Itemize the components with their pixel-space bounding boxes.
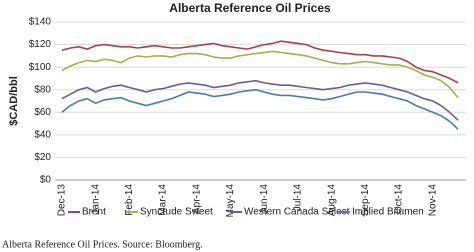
y-tick-label: $100 [29, 62, 52, 73]
y-axis-label: $CAD/bbl [8, 76, 20, 126]
series-line [61, 50, 459, 99]
x-tick-label: Mar-14 [158, 184, 169, 216]
x-tick-label: Nov-14 [427, 184, 438, 217]
legend-label: Western Canada Select [244, 207, 350, 218]
x-tick-label: Feb-14 [124, 184, 135, 216]
x-tick-label: Apr-14 [191, 184, 202, 214]
series-line [61, 40, 459, 84]
legend-label: Implied Bitumen [352, 207, 424, 218]
x-tick-label: Aug-14 [326, 184, 337, 217]
x-tick-label: Oct-14 [394, 184, 405, 214]
chart-title: Alberta Reference Oil Prices [169, 1, 331, 15]
x-tick-label: Jul-14 [293, 184, 304, 212]
x-tick-label: Dec-13 [57, 184, 68, 217]
y-tick-label: $40 [34, 129, 51, 140]
series-line [61, 79, 459, 121]
legend-label: Syncrude Sweet [140, 207, 213, 218]
x-tick-label: May-14 [225, 184, 236, 218]
y-tick-label: $0 [40, 175, 52, 186]
x-tick-label: Jun-14 [259, 184, 270, 215]
y-tick-label: $140 [29, 17, 52, 28]
y-tick-label: $60 [34, 107, 51, 118]
legend-label: Brent [82, 207, 106, 218]
y-tick-label: $120 [29, 39, 52, 50]
series-line [61, 88, 459, 130]
x-tick-label: Sep-14 [360, 184, 371, 217]
y-tick-label: $20 [34, 152, 51, 163]
caption: Alberta Reference Oil Prices. Source: Bl… [2, 239, 203, 250]
x-tick-label: Jan-14 [90, 184, 101, 215]
y-tick-label: $80 [34, 84, 51, 95]
